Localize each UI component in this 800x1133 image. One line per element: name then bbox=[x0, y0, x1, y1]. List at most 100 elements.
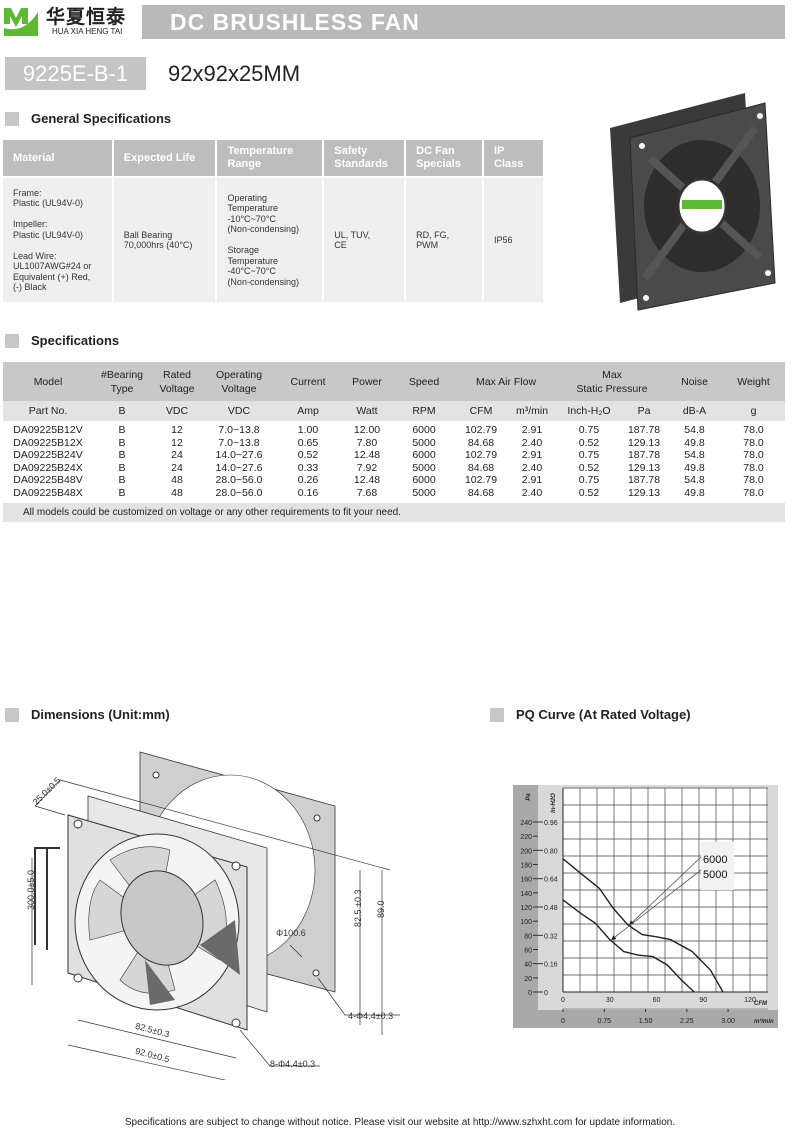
material-value: Frame: Plastic (UL94V-0) Impeller: Plast… bbox=[3, 176, 114, 302]
table-cell: 0.65 bbox=[297, 436, 319, 449]
dim-bore: Φ100.6 bbox=[276, 928, 306, 938]
table-cell: 1.00 bbox=[297, 424, 319, 436]
table-cell: B bbox=[118, 449, 126, 461]
table-cell: DA09225B24V bbox=[13, 449, 83, 461]
table-cell: 14.0~27.6 bbox=[215, 461, 263, 474]
spec-header: #Bearing Type bbox=[93, 362, 151, 401]
table-cell: 84.68 bbox=[467, 486, 495, 499]
heading-text: General Specifications bbox=[31, 111, 172, 126]
table-cell: 0.33 bbox=[297, 461, 319, 474]
table-cell: 129.13 bbox=[627, 461, 661, 474]
table-row: DA09225B24X B 24 14.0~27.6 0.33 7.92 5000 84.68… bbox=[3, 462, 785, 475]
ip-value: IP56 bbox=[483, 176, 545, 302]
y2-tick-label: 0.48 bbox=[544, 905, 558, 912]
col-temperature: Temperature Range bbox=[216, 140, 325, 177]
legend-arrow bbox=[629, 856, 702, 926]
table-cell: 6000 bbox=[412, 424, 436, 436]
table-cell: 7.92 bbox=[356, 461, 378, 474]
table-cell: 84.68 bbox=[467, 436, 495, 449]
table-cell: 78.0 bbox=[743, 424, 764, 436]
table-cell: 78.0 bbox=[743, 436, 764, 449]
general-specs-heading: General Specifications bbox=[5, 111, 171, 126]
product-photo bbox=[610, 93, 776, 311]
table-cell: 6000 bbox=[412, 449, 436, 461]
table-cell: 2.91 bbox=[521, 424, 543, 436]
col-safety: Safety Standards bbox=[323, 140, 407, 177]
y-tick-label: 240 bbox=[520, 820, 532, 827]
y-tick-label: 140 bbox=[520, 891, 532, 898]
spec-header: Power bbox=[341, 362, 393, 401]
dim-height: 89.0 bbox=[376, 900, 386, 918]
table-row: DA09225B12V B 12 7.0~13.8 1.00 12.00 6000 102.7… bbox=[3, 421, 785, 437]
table-cell: 5000 bbox=[412, 461, 436, 474]
table-cell: 2.91 bbox=[521, 449, 543, 461]
life-value: Ball Bearing 70,000hrs (40°C) bbox=[112, 176, 218, 302]
x-tick-label: 90 bbox=[699, 997, 707, 1004]
pq-curve-5000 bbox=[562, 899, 695, 993]
table-cell: 49.8 bbox=[684, 461, 705, 474]
table-cell: 48 bbox=[171, 486, 183, 499]
table-cell: B bbox=[118, 461, 126, 474]
table-cell: DA09225B48V bbox=[13, 474, 83, 486]
table-cell: 48 bbox=[171, 474, 183, 486]
table-cell: 2.40 bbox=[521, 436, 543, 449]
y-tick-label: 180 bbox=[520, 863, 532, 870]
y-tick-label: 220 bbox=[520, 834, 532, 841]
table-cell: 187.78 bbox=[627, 424, 661, 436]
y2-tick-label: 0.16 bbox=[544, 962, 558, 969]
table-cell: 78.0 bbox=[743, 474, 764, 486]
footer-note: Specifications are subject to change wit… bbox=[124, 1117, 676, 1128]
dimensions-heading: Dimensions (Unit:mm) bbox=[5, 707, 170, 722]
bullet-square-icon bbox=[5, 707, 19, 722]
y2-tick-label: 0.32 bbox=[544, 933, 558, 940]
fan-size: 92x92x25MM bbox=[168, 61, 301, 86]
table-cell: 0.75 bbox=[578, 449, 600, 461]
table-cell: 28.0~56.0 bbox=[215, 486, 263, 499]
table-cell: 187.78 bbox=[627, 474, 661, 486]
table-cell: 2.40 bbox=[521, 486, 543, 499]
spec-header: Max Air Flow bbox=[455, 362, 557, 401]
specifications-table: Model #Bearing Type Rated Voltage Operating… bbox=[3, 362, 785, 522]
spec-unit: Part No. bbox=[3, 401, 93, 421]
y-tick-label: 40 bbox=[524, 962, 532, 969]
brand-name-en: HUA XIA HENG TAI bbox=[52, 27, 123, 36]
table-cell: 7.0~13.8 bbox=[218, 424, 260, 436]
brand-name-cn: 华夏恒泰 bbox=[46, 7, 127, 28]
table-cell: 54.8 bbox=[684, 424, 705, 436]
x-tick-label: 30 bbox=[606, 997, 614, 1004]
y2-tick-label: 0.80 bbox=[544, 848, 558, 855]
general-specs-table: Material Expected Life Temperature Range… bbox=[3, 140, 545, 302]
spec-header: Operating Voltage bbox=[203, 362, 275, 401]
table-cell: 102.79 bbox=[464, 449, 498, 461]
table-cell: B bbox=[118, 424, 126, 436]
dim-frame-holes: 8-Φ4.4±0.3 bbox=[270, 1059, 315, 1069]
y-tick-label: 0 bbox=[528, 990, 532, 997]
table-cell: 7.0~13.8 bbox=[218, 436, 260, 449]
spec-unit: VDC bbox=[203, 401, 275, 421]
table-cell: DA09225B48X bbox=[13, 486, 83, 499]
spec-unit: VDC bbox=[151, 401, 203, 421]
spec-unit: Inch-H₂O bbox=[557, 401, 621, 421]
table-cell: 14.0~27.6 bbox=[215, 449, 263, 461]
spec-header: Weight bbox=[722, 362, 785, 401]
pq-curve-6000 bbox=[562, 858, 724, 993]
dim-hole-pitch-vertical: 82.5 ±0.3 bbox=[353, 890, 363, 927]
table-cell: 0.52 bbox=[578, 486, 600, 499]
table-cell: 0.52 bbox=[297, 449, 319, 461]
table-cell: 84.68 bbox=[467, 461, 495, 474]
table-cell: 12.48 bbox=[353, 449, 381, 461]
spec-unit: m³/min bbox=[507, 401, 557, 421]
spec-unit: Pa bbox=[621, 401, 667, 421]
y-tick-label: 160 bbox=[520, 877, 532, 884]
spec-header: Current bbox=[275, 362, 341, 401]
table-cell: 187.78 bbox=[627, 449, 661, 461]
x-tick-label: 0 bbox=[561, 997, 565, 1004]
x-axis-label: CFM bbox=[754, 1001, 768, 1007]
table-cell: 5000 bbox=[412, 436, 436, 449]
spec-header: Speed bbox=[393, 362, 455, 401]
table-cell: 6000 bbox=[412, 474, 436, 486]
table-cell: B bbox=[118, 474, 126, 486]
y-tick-label: 120 bbox=[520, 905, 532, 912]
y-tick-label: 60 bbox=[524, 948, 532, 955]
temperature-value: Operating Temperature -10°C~70°C (Non-co… bbox=[216, 176, 325, 302]
